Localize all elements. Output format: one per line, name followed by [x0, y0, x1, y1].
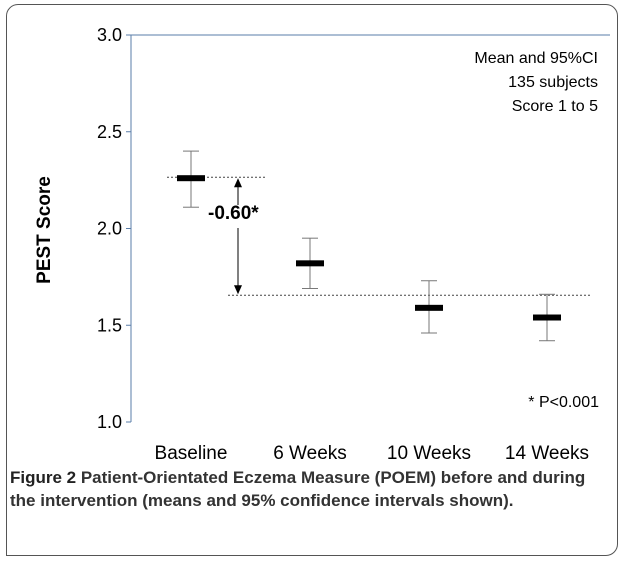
caption-label: Figure 2 [10, 468, 77, 487]
significance-footnote: * P<0.001 [528, 394, 599, 411]
plot-axes [130, 34, 610, 422]
reference-lines [167, 176, 592, 296]
figure-frame [6, 4, 618, 556]
y-tick-label: 3.0 [97, 25, 122, 45]
mean-marker [296, 260, 324, 267]
info-line: 135 subjects [508, 74, 598, 91]
x-category-label: Baseline [155, 443, 228, 464]
info-line: Mean and 95%CI [474, 50, 598, 67]
pest-score-chart: 1.0 1.5 2.0 2.5 3.0 Baseline 6 Weeks 10 Weeks 1… [34, 25, 610, 464]
y-tick-label: 1.5 [97, 315, 122, 335]
x-category-label: 10 Weeks [387, 443, 471, 464]
y-axis-ticks: 1.0 1.5 2.0 2.5 3.0 [97, 25, 131, 432]
y-axis-label: PEST Score [34, 176, 55, 284]
y-tick-label: 1.0 [97, 412, 122, 432]
y-tick-label: 2.0 [97, 219, 122, 239]
mean-marker [177, 175, 205, 182]
figure-caption: Figure 2 Patient-Orientated Eczema Measu… [10, 466, 600, 512]
x-category-label: 14 Weeks [505, 443, 589, 464]
mean-marker [415, 304, 443, 311]
info-line: Score 1 to 5 [512, 98, 598, 115]
difference-label: -0.60* [208, 203, 259, 224]
y-tick-label: 2.5 [97, 122, 122, 142]
data-marks [177, 150, 561, 342]
x-axis-labels: Baseline 6 Weeks 10 Weeks 14 Weeks [155, 443, 590, 464]
info-box: Mean and 95%CI 135 subjects Score 1 to 5 [474, 50, 598, 115]
arrow-head-down [234, 285, 242, 295]
x-category-label: 6 Weeks [273, 443, 347, 464]
mean-marker [533, 314, 561, 321]
arrow-head-up [234, 178, 242, 188]
caption-text: Patient-Orientated Eczema Measure (POEM)… [10, 468, 586, 510]
